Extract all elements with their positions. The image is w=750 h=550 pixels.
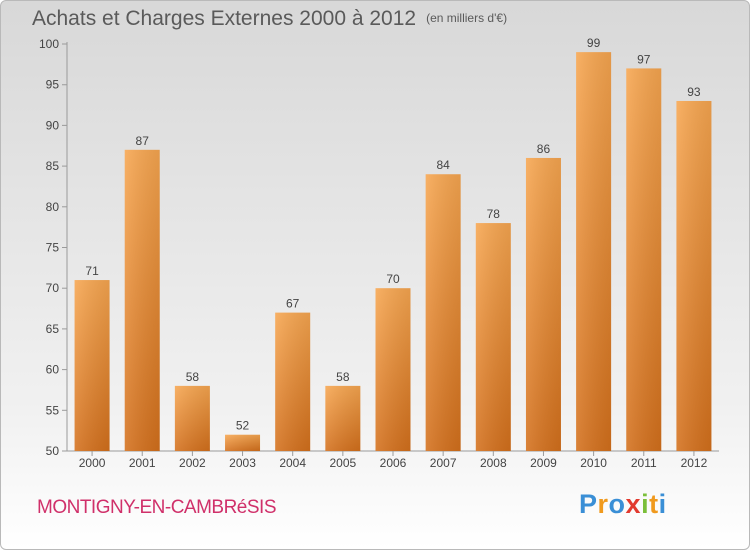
bar-shade-2005: [325, 385, 361, 451]
x-tick-label-2008: 2008: [480, 456, 507, 470]
y-tick-label: 70: [46, 281, 60, 295]
bar-shade-2001: [124, 149, 160, 451]
logo-letter: i: [641, 489, 650, 519]
proxiti-logo: Proxiti: [579, 489, 667, 520]
chart-unit: (en milliers d'€): [426, 11, 508, 25]
value-label-2009: 86: [537, 142, 551, 156]
value-label-2000: 71: [85, 264, 99, 278]
y-tick-label: 75: [46, 241, 60, 255]
value-label-2012: 93: [687, 85, 701, 99]
x-tick-label-2009: 2009: [530, 456, 557, 470]
value-label-2010: 99: [587, 36, 601, 50]
y-tick-label: 80: [46, 200, 60, 214]
bar-shade-2002: [174, 385, 210, 451]
logo-letter: x: [625, 489, 642, 519]
x-tick-label-2002: 2002: [179, 456, 206, 470]
bar-shade-2011: [626, 68, 662, 452]
y-tick-label: 95: [46, 78, 60, 92]
value-label-2005: 58: [336, 370, 350, 384]
bar-shade-2009: [525, 157, 561, 451]
logo-letter: i: [658, 489, 667, 519]
value-label-2006: 70: [386, 272, 400, 286]
value-label-2004: 67: [286, 297, 300, 311]
chart-title-text: Achats et Charges Externes 2000 à 2012: [32, 7, 417, 30]
bar-shade-2004: [275, 312, 311, 451]
bar-shade-2000: [74, 280, 110, 451]
value-label-2008: 78: [487, 207, 501, 221]
bar-shade-2012: [676, 100, 712, 451]
x-tick-label-2011: 2011: [631, 456, 657, 470]
y-tick-label: 50: [46, 444, 60, 458]
x-tick-label-2010: 2010: [580, 456, 607, 470]
logo-letter: r: [597, 489, 609, 519]
bars: [74, 52, 712, 452]
y-tick-label: 55: [46, 403, 60, 417]
bar-shade-2007: [425, 174, 461, 452]
x-tick-label-2007: 2007: [430, 456, 457, 470]
value-label-2001: 87: [136, 134, 150, 148]
bar-shade-2010: [576, 52, 612, 451]
y-tick-label: 60: [46, 363, 60, 377]
logo-letter: t: [649, 489, 659, 519]
logo-letter: P: [579, 489, 598, 519]
y-tick-label: 100: [39, 37, 59, 51]
x-tick-label-2006: 2006: [380, 456, 407, 470]
chart-title: Achats et Charges Externes 2000 à 2012 (e…: [32, 7, 507, 31]
y-tick-label: 65: [46, 322, 60, 336]
commune-name: MONTIGNY-EN-CAMBRéSIS: [37, 497, 277, 518]
x-tick-label-2012: 2012: [681, 456, 708, 470]
value-label-2002: 58: [186, 370, 200, 384]
logo-letter: o: [608, 489, 626, 519]
bar-shade-2008: [475, 223, 511, 451]
x-tick-label-2003: 2003: [229, 456, 256, 470]
value-label-2011: 97: [637, 52, 651, 66]
value-label-2003: 52: [236, 419, 250, 433]
value-label-2007: 84: [436, 158, 450, 172]
y-tick-label: 90: [46, 118, 60, 132]
x-tick-label-2005: 2005: [329, 456, 356, 470]
x-tick-label-2004: 2004: [279, 456, 306, 470]
data-labels: 71 87 58 52 67 58 70 84 78 86 99 97 93: [85, 36, 701, 433]
bar-shade-2006: [375, 288, 411, 451]
y-tick-label: 85: [46, 159, 60, 173]
bar-shade-2003: [225, 434, 261, 451]
x-tick-label-2000: 2000: [79, 456, 106, 470]
x-tick-label-2001: 2001: [129, 456, 156, 470]
